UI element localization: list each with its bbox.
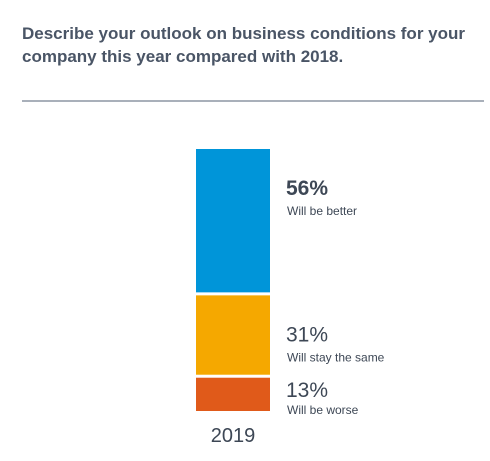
bar-segment-3 <box>196 377 270 411</box>
chart-title: Describe your outlook on business condit… <box>22 24 465 66</box>
segment-value-label-3: 13% <box>286 379 328 402</box>
category-label: 2019 <box>211 425 256 447</box>
title-divider <box>22 100 484 102</box>
segment-series-label-3: Will be worse <box>287 403 359 417</box>
segment-value-label-2: 31% <box>286 323 328 346</box>
bar-segment-1 <box>196 149 270 293</box>
segment-value-label-1: 56% <box>286 177 328 200</box>
bar-segment-2 <box>196 295 270 375</box>
segment-series-label-1: Will be better <box>287 204 357 218</box>
segment-series-label-2: Will stay the same <box>287 350 385 364</box>
